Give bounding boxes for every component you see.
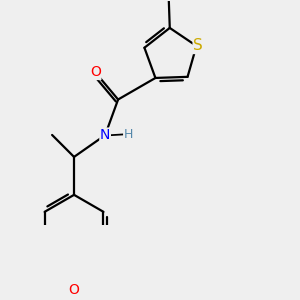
Text: S: S xyxy=(193,38,203,53)
Text: O: O xyxy=(69,283,80,296)
Text: N: N xyxy=(100,128,110,142)
Text: H: H xyxy=(124,128,133,141)
Text: O: O xyxy=(90,65,101,80)
